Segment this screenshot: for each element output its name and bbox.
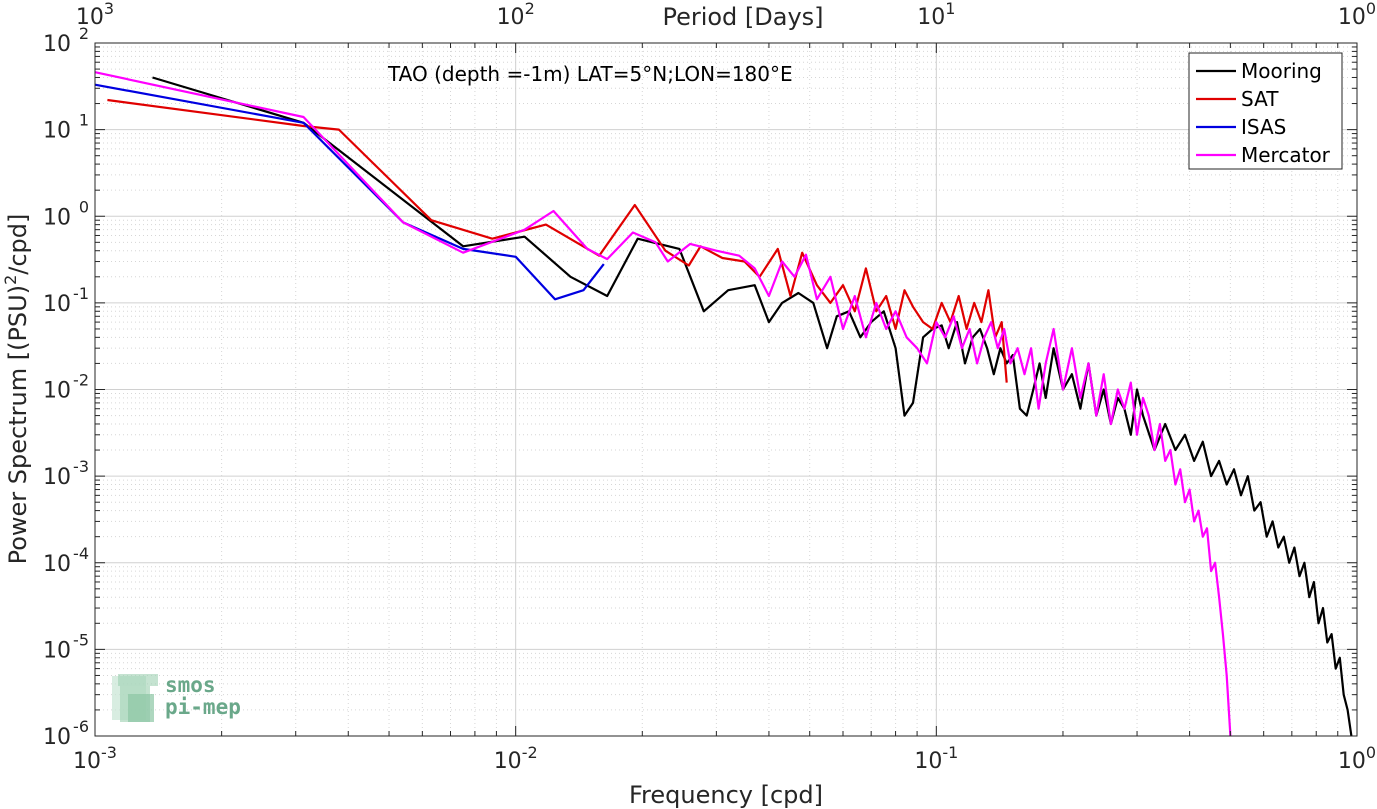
x-tick-label: 10-1 xyxy=(914,743,958,774)
top-axis-label: Period [Days] xyxy=(662,3,823,31)
x-tick-base: 10 xyxy=(914,749,942,774)
legend-label-isas: ISAS xyxy=(1241,115,1286,139)
y-axis-label-part2: /cpd] xyxy=(4,214,32,275)
y-tick-label: 10 xyxy=(43,205,71,230)
x-tick-base: 10 xyxy=(494,749,522,774)
top-tick-exponent: 2 xyxy=(525,0,535,18)
x-tick-base: 10 xyxy=(73,749,101,774)
top-tick-base: 10 xyxy=(76,5,104,30)
y-tick-base: 10 xyxy=(43,292,71,317)
x-tick-exponent: 0 xyxy=(1366,743,1376,762)
y-axis-label: Power Spectrum [(PSU)2/cpd] xyxy=(1,214,32,565)
y-tick-exponent: 2 xyxy=(79,24,89,43)
top-tick-label: 103 xyxy=(76,0,114,30)
legend-label-sat: SAT xyxy=(1241,87,1279,111)
y-tick-base: 10 xyxy=(43,205,71,230)
y-tick-base: 10 xyxy=(43,379,71,404)
chart-title: TAO (depth =-1m) LAT=5°N;LON=180°E xyxy=(387,62,793,86)
y-tick-base: 10 xyxy=(43,119,71,144)
smos-pi-mep-logo: smos pi-mep xyxy=(112,673,241,722)
y-tick-label: 10 xyxy=(43,465,71,490)
legend-box xyxy=(1188,52,1343,170)
top-tick-exponent: 1 xyxy=(945,0,955,18)
y-axis-label-superscript: 2 xyxy=(1,275,20,285)
x-axis-label: Frequency [cpd] xyxy=(629,781,823,809)
y-axis-label-part1: Power Spectrum [(PSU) xyxy=(4,285,32,564)
y-tick-exponent: -4 xyxy=(73,544,89,563)
top-tick-label: 102 xyxy=(497,0,535,30)
y-tick-base: 10 xyxy=(43,465,71,490)
y-tick-label: 10 xyxy=(43,379,71,404)
x-tick-label: 100 xyxy=(1338,743,1376,774)
y-tick-label: 10 xyxy=(43,32,71,57)
x-tick-label: 10-3 xyxy=(73,743,117,774)
y-tick-label: 10 xyxy=(43,638,71,663)
top-tick-exponent: 0 xyxy=(1366,0,1376,18)
watermark-line2: pi-mep xyxy=(165,695,241,719)
axis-ticks xyxy=(94,42,1358,737)
y-tick-exponent: -6 xyxy=(73,717,89,736)
y-tick-base: 10 xyxy=(43,638,71,663)
legend: Mooring SAT ISAS Mercator xyxy=(1188,52,1343,170)
y-tick-base: 10 xyxy=(43,552,71,577)
x-tick-exponent: -2 xyxy=(522,743,538,762)
y-tick-base: 10 xyxy=(43,32,71,57)
top-tick-label: 100 xyxy=(1338,0,1376,30)
y-tick-exponent: -1 xyxy=(73,284,89,303)
series-line-mooring xyxy=(152,76,1353,737)
top-tick-label: 101 xyxy=(917,0,955,30)
watermark-line1: smos xyxy=(165,673,216,697)
y-tick-exponent: -2 xyxy=(73,371,89,390)
top-tick-base: 10 xyxy=(497,5,525,30)
x-tick-base: 10 xyxy=(1338,749,1366,774)
y-tick-base: 10 xyxy=(43,725,71,750)
y-tick-label: 10 xyxy=(43,292,71,317)
y-tick-exponent: -5 xyxy=(73,630,89,649)
x-tick-label: 10-2 xyxy=(494,743,538,774)
y-tick-exponent: 0 xyxy=(79,197,89,216)
x-tick-exponent: -1 xyxy=(942,743,958,762)
x-tick-exponent: -3 xyxy=(101,743,117,762)
y-tick-label: 10 xyxy=(43,552,71,577)
top-tick-exponent: 3 xyxy=(104,0,114,18)
major-grid xyxy=(94,42,1358,737)
series-line-mercator xyxy=(94,71,1232,737)
series-line-isas xyxy=(94,83,605,301)
top-tick-base: 10 xyxy=(1338,5,1366,30)
y-tick-exponent: 1 xyxy=(79,111,89,130)
series-line-sat xyxy=(107,98,1008,383)
top-tick-base: 10 xyxy=(917,5,945,30)
y-tick-label: 10 xyxy=(43,119,71,144)
legend-label-mooring: Mooring xyxy=(1241,59,1322,83)
series-layer xyxy=(94,71,1353,737)
y-tick-exponent: -3 xyxy=(73,457,89,476)
y-tick-label: 10 xyxy=(43,725,71,750)
legend-label-mercator: Mercator xyxy=(1241,143,1331,167)
